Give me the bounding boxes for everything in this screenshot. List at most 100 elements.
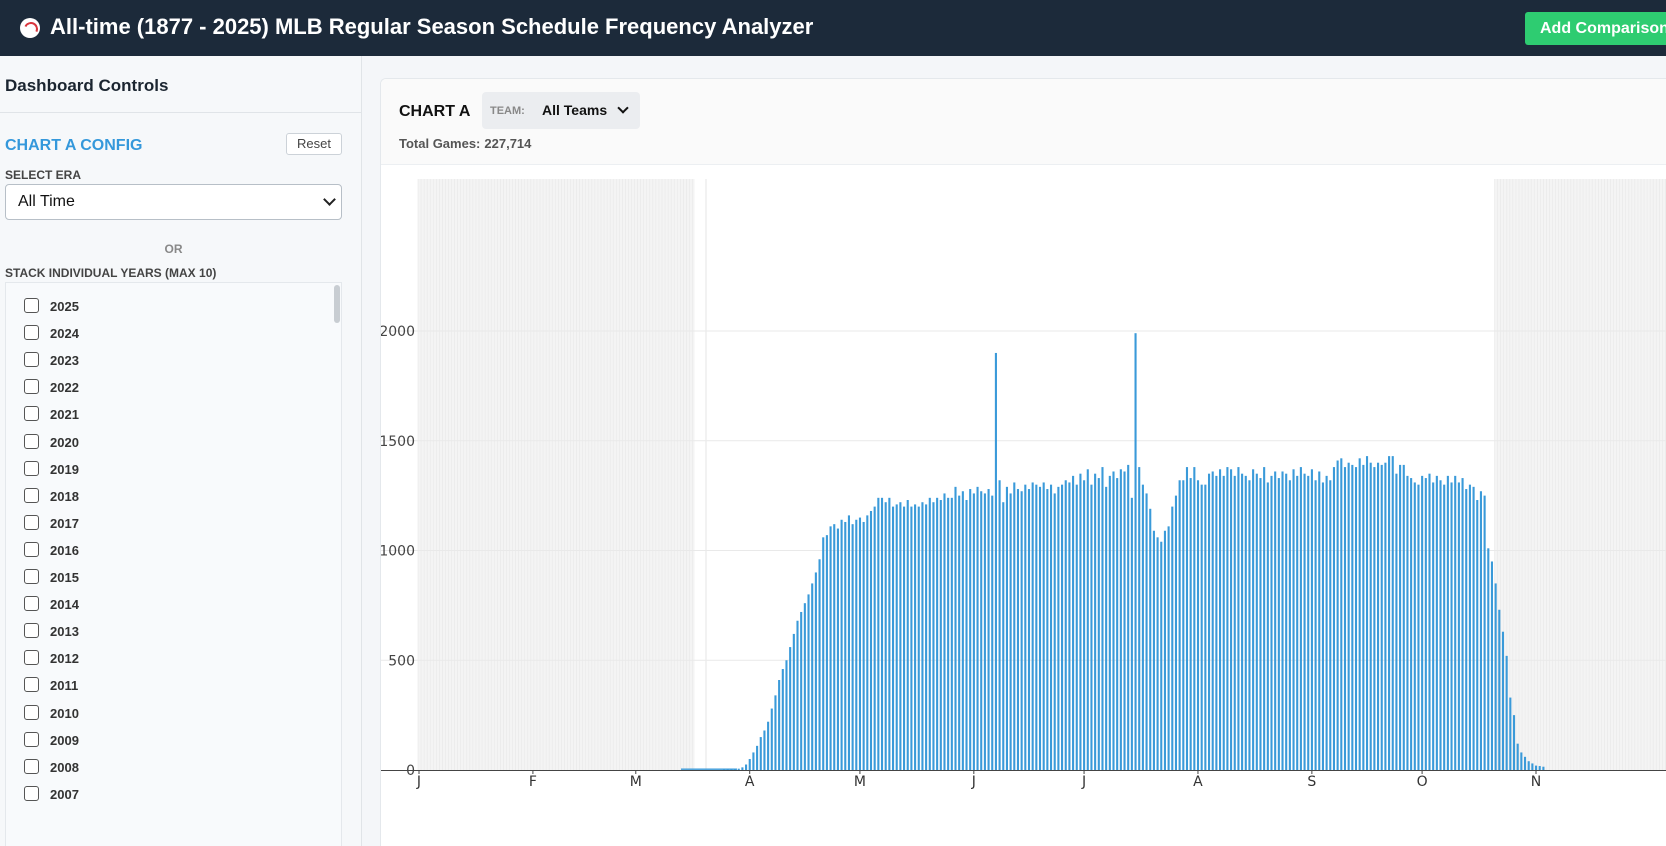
year-label: 2019: [50, 461, 79, 477]
era-select-value: All Time: [18, 193, 75, 210]
bar: [1046, 489, 1049, 770]
year-checkbox[interactable]: [24, 758, 39, 774]
bar: [903, 506, 906, 770]
stack-years-label: STACK INDIVIDUAL YEARS (MAX 10): [5, 266, 217, 280]
bar: [1027, 489, 1031, 770]
year-checkbox[interactable]: [24, 785, 39, 801]
bar: [884, 502, 887, 770]
bar: [1288, 480, 1291, 770]
bar: [1149, 508, 1152, 770]
bar: [851, 524, 854, 770]
bar: [1446, 475, 1449, 770]
bar: [1127, 464, 1130, 770]
add-comparison-button[interactable]: Add Comparison: [1525, 12, 1666, 45]
bar: [1038, 486, 1042, 770]
year-checkbox[interactable]: [24, 460, 39, 476]
team-select[interactable]: TEAM: All Teams: [482, 92, 640, 129]
bar: [1365, 456, 1369, 770]
bar: [1343, 467, 1347, 770]
chart-panel: CHART A TEAM: All Teams Total Games: 227,…: [380, 78, 1666, 846]
bar: [836, 528, 839, 770]
bar: [792, 633, 795, 770]
bar: [1097, 478, 1100, 770]
year-label: 2017: [50, 515, 79, 531]
bar: [756, 745, 759, 770]
year-checkbox[interactable]: [24, 325, 39, 341]
bar: [961, 491, 964, 770]
bar: [1354, 467, 1358, 770]
bar: [763, 730, 766, 770]
bar: [1108, 475, 1111, 770]
bar: [880, 497, 884, 770]
year-checkbox[interactable]: [24, 352, 39, 368]
bar: [1185, 467, 1189, 770]
select-era-label: SELECT ERA: [5, 168, 82, 182]
year-checkbox[interactable]: [24, 569, 39, 584]
bar: [1501, 631, 1505, 770]
year-checkbox[interactable]: [24, 623, 39, 639]
era-select[interactable]: All Time: [5, 184, 342, 220]
x-tick-label: M: [854, 774, 866, 790]
year-checkbox[interactable]: [24, 406, 39, 422]
bar: [1064, 480, 1067, 770]
bar: [1439, 480, 1442, 770]
bar: [1516, 743, 1519, 770]
x-tick-label: S: [1307, 774, 1316, 790]
bar: [1200, 484, 1203, 770]
year-checkbox[interactable]: [24, 379, 39, 395]
year-checkbox[interactable]: [24, 514, 39, 530]
bar: [1002, 502, 1005, 770]
year-label: 2020: [50, 434, 79, 450]
bar: [1156, 537, 1159, 770]
bar: [1005, 486, 1008, 770]
bar: [1116, 478, 1119, 770]
bar: [1435, 475, 1438, 770]
bar: [748, 759, 751, 770]
bar: [1237, 467, 1240, 770]
bar: [1207, 473, 1211, 770]
bar: [921, 502, 924, 770]
bar: [1222, 475, 1225, 770]
bar: [858, 517, 862, 770]
bar: [987, 489, 990, 770]
year-checkbox[interactable]: [24, 650, 39, 666]
year-checkbox[interactable]: [24, 487, 39, 503]
bar: [778, 680, 781, 770]
y-tick-label: 500: [388, 653, 415, 669]
year-checkbox[interactable]: [24, 677, 39, 693]
year-checkbox[interactable]: [24, 433, 39, 449]
bar: [899, 502, 902, 770]
bar: [914, 504, 917, 770]
bar: [1314, 480, 1317, 770]
x-tick-label: M: [630, 774, 642, 790]
year-checkbox[interactable]: [24, 298, 39, 313]
bar: [1061, 484, 1064, 770]
or-separator: OR: [164, 242, 183, 256]
bar: [829, 526, 832, 770]
reset-button[interactable]: Reset: [286, 133, 342, 155]
bar: [1527, 761, 1530, 770]
bar: [1024, 484, 1027, 770]
bar: [814, 572, 817, 770]
bar: [1406, 475, 1409, 770]
bar: [1443, 484, 1446, 770]
bar: [1494, 583, 1497, 770]
year-label: 2018: [50, 488, 79, 504]
year-checkbox[interactable]: [24, 541, 39, 557]
scrollbar-thumb[interactable]: [334, 285, 340, 323]
bar: [1094, 473, 1097, 770]
page-title: All-time (1877 - 2025) MLB Regular Seaso…: [50, 14, 814, 39]
bar: [1090, 484, 1093, 770]
year-checkbox[interactable]: [24, 596, 39, 612]
bar: [910, 506, 913, 770]
bar: [1152, 530, 1155, 770]
bar: [1362, 464, 1365, 770]
bar: [954, 486, 957, 770]
bar: [1395, 473, 1398, 770]
bar: [873, 506, 876, 770]
year-checkbox[interactable]: [24, 704, 39, 720]
bar: [1307, 475, 1310, 770]
year-checkbox-list[interactable]: 2025 2024 2023 2022 2021 2020 2019 2018 2017 2016…: [5, 282, 342, 846]
year-checkbox[interactable]: [24, 731, 39, 747]
bar: [774, 695, 777, 770]
